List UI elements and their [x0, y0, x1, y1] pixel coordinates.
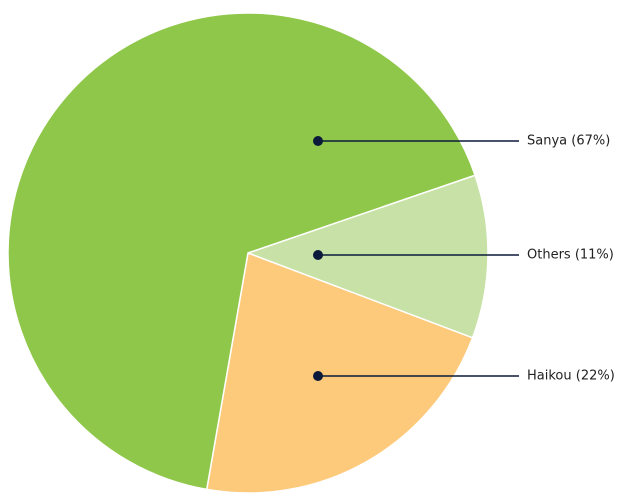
- slice-label: Sanya (67%): [527, 134, 610, 149]
- pie-slice: [205, 251, 474, 494]
- slice-label: Haikou (22%): [527, 369, 615, 384]
- leader-dot: [313, 371, 323, 381]
- slice-label: Others (11%): [527, 248, 614, 263]
- pie-slice: [7, 12, 477, 491]
- pie-slice: [245, 174, 489, 339]
- leader-dot: [313, 250, 323, 260]
- leader-dot: [313, 136, 323, 146]
